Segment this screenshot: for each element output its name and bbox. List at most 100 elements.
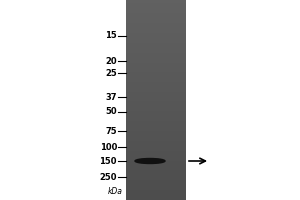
Bar: [126, 167, 186, 168]
Bar: [126, 81, 186, 82]
Bar: [126, 100, 186, 101]
Bar: [126, 69, 186, 70]
Bar: [126, 133, 186, 134]
Bar: [126, 146, 186, 147]
Bar: [126, 164, 186, 165]
Bar: [126, 57, 186, 58]
Bar: [126, 66, 186, 67]
Bar: [126, 83, 186, 84]
Bar: [126, 148, 186, 149]
Bar: [126, 103, 186, 104]
Bar: [126, 84, 186, 85]
Bar: [126, 193, 186, 194]
Bar: [126, 16, 186, 17]
Bar: [126, 110, 186, 111]
Bar: [126, 82, 186, 83]
Bar: [126, 71, 186, 72]
Bar: [126, 17, 186, 18]
Bar: [126, 118, 186, 119]
Bar: [126, 21, 186, 22]
Bar: [126, 14, 186, 15]
Bar: [126, 9, 186, 10]
Bar: [126, 116, 186, 117]
Bar: [126, 109, 186, 110]
Bar: [126, 132, 186, 133]
Bar: [126, 88, 186, 89]
Bar: [126, 76, 186, 77]
Bar: [126, 67, 186, 68]
Bar: [126, 43, 186, 44]
Bar: [126, 197, 186, 198]
Bar: [126, 34, 186, 35]
Bar: [126, 92, 186, 93]
Bar: [126, 53, 186, 54]
Bar: [126, 198, 186, 199]
Bar: [126, 127, 186, 128]
Bar: [126, 119, 186, 120]
Bar: [126, 194, 186, 195]
Bar: [126, 4, 186, 5]
Bar: [126, 125, 186, 126]
Bar: [126, 61, 186, 62]
Bar: [126, 199, 186, 200]
Bar: [126, 99, 186, 100]
Bar: [126, 0, 186, 1]
Bar: [126, 56, 186, 57]
Bar: [126, 153, 186, 154]
Text: 150: 150: [100, 156, 117, 166]
Bar: [126, 111, 186, 112]
Bar: [126, 55, 186, 56]
Bar: [126, 165, 186, 166]
Bar: [126, 172, 186, 173]
Bar: [126, 184, 186, 185]
Bar: [126, 62, 186, 63]
Bar: [126, 45, 186, 46]
Bar: [126, 140, 186, 141]
Bar: [126, 40, 186, 41]
Bar: [126, 19, 186, 20]
Text: kDa: kDa: [108, 188, 123, 196]
Bar: [126, 120, 186, 121]
Bar: [126, 44, 186, 45]
Bar: [126, 58, 186, 59]
Bar: [126, 50, 186, 51]
Bar: [126, 191, 186, 192]
Bar: [126, 36, 186, 37]
Bar: [126, 143, 186, 144]
Bar: [126, 130, 186, 131]
Bar: [126, 108, 186, 109]
Bar: [126, 42, 186, 43]
Bar: [126, 154, 186, 155]
Bar: [126, 135, 186, 136]
Bar: [126, 35, 186, 36]
Bar: [126, 144, 186, 145]
Bar: [126, 37, 186, 38]
Text: 15: 15: [105, 31, 117, 40]
Bar: [126, 90, 186, 91]
Bar: [126, 23, 186, 24]
Bar: [126, 142, 186, 143]
Bar: [126, 190, 186, 191]
Bar: [126, 176, 186, 177]
Bar: [126, 8, 186, 9]
Bar: [126, 113, 186, 114]
Bar: [126, 104, 186, 105]
Bar: [126, 179, 186, 180]
Ellipse shape: [135, 158, 165, 164]
Bar: [126, 63, 186, 64]
Bar: [126, 29, 186, 30]
Bar: [126, 98, 186, 99]
Bar: [126, 3, 186, 4]
Bar: [126, 126, 186, 127]
Bar: [126, 49, 186, 50]
Bar: [126, 162, 186, 163]
Bar: [126, 97, 186, 98]
Bar: [126, 105, 186, 106]
Bar: [126, 20, 186, 21]
Bar: [126, 171, 186, 172]
Bar: [126, 51, 186, 52]
Bar: [126, 145, 186, 146]
Text: 25: 25: [105, 68, 117, 77]
Bar: [126, 25, 186, 26]
Bar: [126, 68, 186, 69]
